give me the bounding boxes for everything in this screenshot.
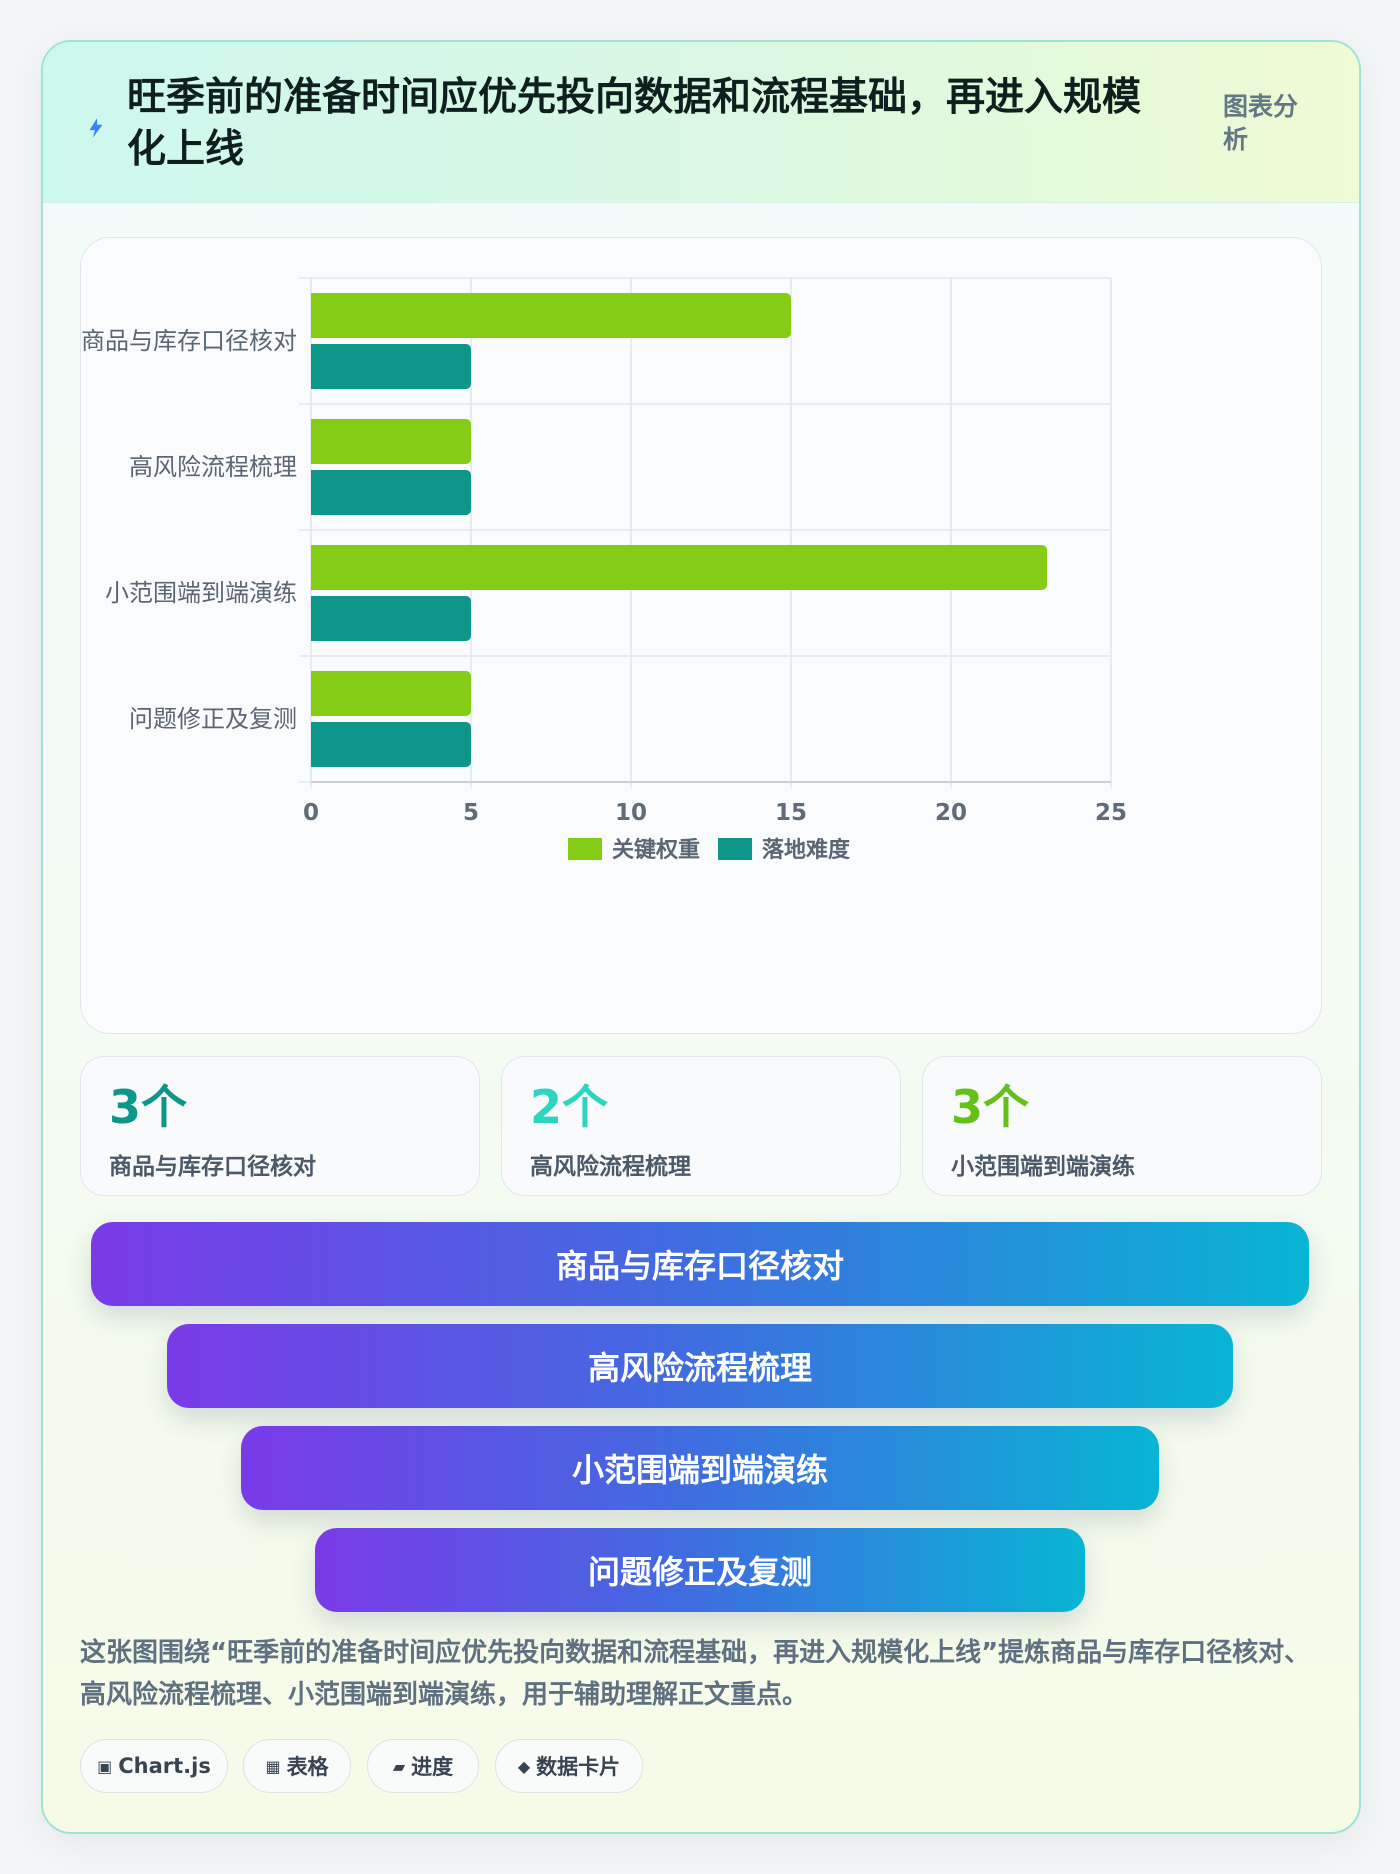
x-tick-label: 15: [775, 800, 807, 826]
kpi-value: 2个: [530, 1080, 609, 1134]
progress-icon: ▰: [392, 1756, 406, 1776]
pill-label: 数据卡片: [536, 1755, 621, 1779]
bar: [311, 722, 317, 767]
y-tick-label: 高风险流程梳理: [129, 453, 297, 481]
legend-label: 落地难度: [762, 837, 851, 863]
summary-text: 这张图围绕“旺季前的准备时间应优先投向数据和流程基础，再进入规模化上线”提炼商品…: [80, 1638, 1311, 1710]
lightning-icon: [89, 118, 103, 138]
funnel-stage: 高风险流程梳理: [167, 1324, 1233, 1408]
bar: [311, 344, 471, 389]
bar-chart-panel: 0 5 10 15 20 25 商品与库存口径核对高风险流程梳理小范围端到端演练问题修正及复…: [80, 237, 1322, 1034]
chart-card: 旺季前的准备时间应优先投向数据和流程基础，再进入规模化上线 图表分析 0 5 10 1…: [41, 40, 1361, 1834]
kpi-value: 3个: [951, 1080, 1030, 1134]
kpi-card: 2个 高风险流程梳理: [501, 1056, 901, 1196]
page-title: 旺季前的准备时间应优先投向数据和流程基础，再进入规模化上线: [127, 75, 1142, 172]
bar: [311, 470, 317, 515]
tag-pill-progress[interactable]: ▰ 进度: [367, 1739, 479, 1793]
x-tick-label: 5: [463, 800, 479, 826]
x-tick-label: 10: [615, 800, 647, 826]
bar: [311, 545, 317, 590]
pill-label: Chart.js: [118, 1754, 211, 1778]
table-icon: ▦: [265, 1756, 281, 1776]
pill-label: 表格: [286, 1755, 329, 1779]
bar: [311, 293, 791, 338]
legend-label: 关键权重: [612, 837, 700, 863]
bar: [311, 722, 471, 767]
kpi-card: 3个 商品与库存口径核对: [80, 1056, 480, 1196]
card-header: 旺季前的准备时间应优先投向数据和流程基础，再进入规模化上线 图表分析: [43, 42, 1359, 203]
tag-pill-chartjs[interactable]: ▣ Chart.js: [80, 1739, 228, 1793]
kpi-label: 小范围端到端演练: [951, 1154, 1135, 1180]
diamond-icon: ◆: [517, 1756, 531, 1776]
bar: [311, 671, 471, 716]
bar: [311, 419, 317, 464]
bar: [311, 419, 471, 464]
kpi-label: 高风险流程梳理: [530, 1154, 691, 1180]
kpi-card: 3个 小范围端到端演练: [922, 1056, 1322, 1196]
x-tick-label: 25: [1095, 800, 1127, 826]
bar: [311, 344, 317, 389]
funnel-stage: 问题修正及复测: [315, 1528, 1085, 1612]
bar: [311, 596, 317, 641]
bar: [311, 293, 317, 338]
pill-label: 进度: [411, 1755, 454, 1779]
bar: [311, 671, 317, 716]
chart-icon: ▣: [97, 1756, 113, 1776]
y-tick-label: 问题修正及复测: [129, 705, 297, 733]
bar: [311, 545, 1047, 590]
y-tick-label: 商品与库存口径核对: [81, 327, 297, 355]
bar-chart: 0 5 10 15 20 25 商品与库存口径核对高风险流程梳理小范围端到端演练问题修正及复…: [81, 277, 1127, 863]
bar: [311, 470, 471, 515]
tag-pill-table[interactable]: ▦ 表格: [243, 1739, 351, 1793]
chart-type-tag: 图表分析: [1223, 92, 1299, 154]
tag-pill-data-card[interactable]: ◆ 数据卡片: [495, 1739, 643, 1793]
legend-swatch: [718, 838, 752, 860]
funnel-stage: 小范围端到端演练: [241, 1426, 1159, 1510]
x-tick-label: 20: [935, 800, 967, 826]
funnel-stage: 商品与库存口径核对: [91, 1222, 1309, 1306]
legend-swatch: [568, 838, 602, 860]
kpi-value: 3个: [109, 1080, 188, 1134]
kpi-label: 商品与库存口径核对: [109, 1154, 316, 1180]
x-tick-label: 0: [303, 800, 319, 826]
bar: [311, 596, 471, 641]
y-tick-label: 小范围端到端演练: [105, 579, 297, 607]
